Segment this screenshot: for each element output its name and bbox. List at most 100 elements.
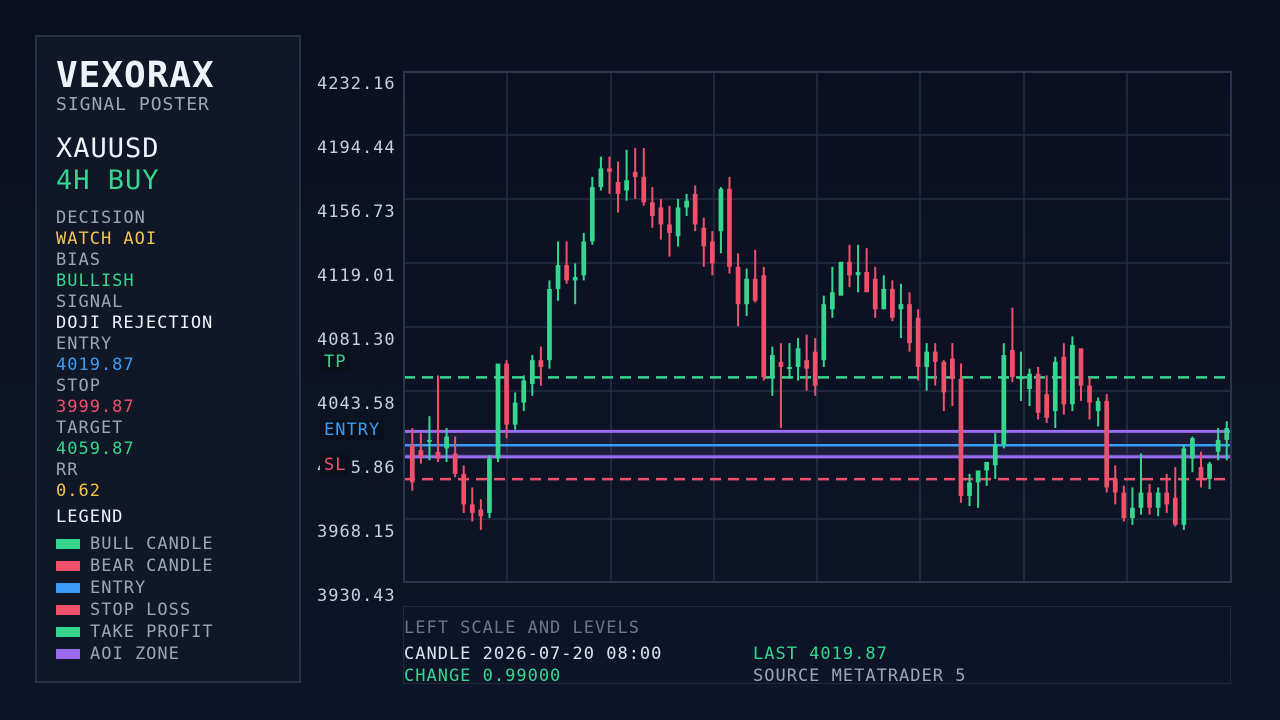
bear-candle	[452, 453, 458, 474]
bear-candle	[658, 207, 664, 225]
legend-item-label: BULL CANDLE	[90, 534, 214, 554]
bull-candle	[821, 304, 827, 361]
bull-candle	[555, 265, 561, 289]
bear-candle	[1035, 373, 1041, 413]
bull-candle	[521, 380, 527, 403]
bull-candle	[675, 207, 681, 237]
bear-candle	[538, 360, 544, 367]
legend-item-label: AOI ZONE	[90, 644, 180, 664]
bear-candle	[709, 241, 715, 264]
legend-item-label: TAKE PROFIT	[90, 622, 214, 642]
y-tick-label: 3968.15	[317, 521, 396, 542]
y-tick-label: 4156.73	[317, 201, 396, 222]
bear-candle	[812, 351, 818, 386]
bear-candle	[649, 202, 655, 216]
bear-candle	[847, 261, 852, 276]
bull-candle	[898, 304, 904, 310]
bear-candle	[1104, 400, 1110, 488]
bull-candle	[830, 292, 835, 310]
bull-candle	[1018, 377, 1024, 380]
bear-candle	[607, 168, 612, 172]
bear-candle	[727, 188, 732, 267]
bear-candle	[615, 181, 621, 194]
aoi-swatch	[56, 649, 80, 659]
bear-candle	[478, 509, 484, 517]
bull-candle	[1130, 507, 1135, 518]
target-value: 4059.87	[56, 439, 135, 459]
bull-candle	[1190, 438, 1195, 459]
bear-candle	[864, 271, 870, 293]
bull-candle	[1027, 373, 1032, 390]
trade-direction: 4H BUY	[56, 165, 160, 196]
bear-candle	[632, 171, 638, 177]
bull-candle	[795, 348, 801, 367]
bear-candle	[1044, 394, 1050, 418]
stop-value: 3999.87	[56, 397, 135, 417]
symbol: XAUUSD	[56, 133, 160, 164]
legend-item-label: ENTRY	[90, 578, 147, 598]
bear-candle	[907, 304, 912, 344]
bear-swatch	[56, 561, 80, 571]
bull-candle	[1095, 400, 1101, 412]
bear-candle	[1172, 497, 1178, 525]
y-tick-label: 4043.58	[317, 393, 396, 414]
bear-candle	[461, 473, 467, 505]
bull-candle	[1052, 361, 1058, 412]
chart-levels	[404, 376, 1231, 481]
decision-label: DECISION	[56, 208, 146, 228]
target-label: TARGET	[56, 418, 124, 438]
bear-candle	[641, 176, 647, 203]
bear-candle	[1078, 348, 1084, 386]
entry-level-tag: ENTRY	[320, 420, 385, 440]
bear-candle	[941, 361, 947, 393]
candles	[409, 148, 1230, 530]
footer-last: LAST 4019.87	[753, 644, 888, 664]
bear-candle	[418, 450, 424, 457]
rr-label: RR	[56, 460, 79, 480]
decision-value: WATCH AOI	[56, 229, 158, 249]
bull-candle	[984, 461, 990, 471]
bear-candle	[1121, 492, 1127, 518]
bull-candle	[1070, 344, 1075, 405]
bull-candle	[624, 180, 629, 191]
bear-candle	[1010, 349, 1015, 378]
bull-swatch	[56, 539, 80, 549]
bull-candle	[992, 445, 998, 466]
footer-title: LEFT SCALE AND LEVELS	[404, 618, 640, 638]
bull-candle	[444, 436, 449, 449]
bull-candle	[769, 355, 775, 378]
legend-item: BEAR CANDLE	[56, 556, 214, 576]
bull-candle	[1207, 463, 1212, 479]
legend-item: AOI ZONE	[56, 644, 180, 664]
entry-label: ENTRY	[56, 334, 113, 354]
stop-loss-swatch	[56, 605, 80, 615]
bull-candle	[1215, 439, 1221, 452]
legend-title: LEGEND	[56, 507, 124, 527]
legend-item: ENTRY	[56, 578, 146, 598]
bear-candle	[1061, 356, 1067, 405]
bear-candle	[890, 288, 895, 318]
bear-candle	[752, 278, 758, 301]
bear-candle	[932, 351, 938, 362]
take-profit-swatch	[56, 627, 80, 637]
chart-frame	[403, 71, 1232, 583]
legend-item-label: STOP LOSS	[90, 600, 192, 620]
legend-item-label: BEAR CANDLE	[90, 556, 214, 576]
entry-value: 4019.87	[56, 355, 135, 375]
bear-candle	[1164, 492, 1170, 505]
bull-candle	[718, 188, 724, 232]
rr-value: 0.62	[56, 481, 101, 501]
footer-candle: CANDLE 2026-07-20 08:00	[404, 644, 663, 664]
bull-candle	[684, 200, 689, 208]
bull-candle	[838, 261, 844, 296]
chart-grid	[404, 72, 1231, 582]
bear-candle	[1112, 478, 1118, 493]
tp-level-tag: TP	[320, 352, 351, 372]
bull-candle	[495, 363, 501, 459]
footer-source: SOURCE METATRADER 5	[753, 666, 967, 686]
bias-value: BULLISH	[56, 271, 135, 291]
bull-candle	[967, 482, 972, 496]
entry-swatch	[56, 583, 80, 593]
